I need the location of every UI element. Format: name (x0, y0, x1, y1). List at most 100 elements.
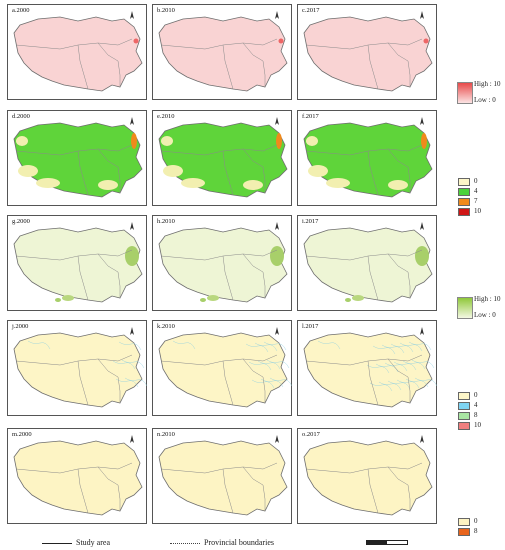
low-value-patch (388, 180, 408, 190)
study-area-region (13, 16, 143, 92)
north-arrow-icon (275, 117, 279, 125)
river-line (118, 341, 142, 351)
map-svg (158, 327, 293, 408)
river-line (369, 382, 393, 392)
scale-bar (366, 540, 408, 545)
map-svg (158, 11, 288, 92)
high-value-patch (200, 298, 206, 302)
legend-gradient-green (457, 297, 473, 319)
north-arrow-icon (420, 327, 424, 335)
provincial-boundary (15, 144, 133, 196)
low-value-patch (163, 165, 183, 177)
river-line (402, 360, 426, 370)
study-area-region (13, 440, 143, 516)
map-panel: i.2017 (297, 215, 437, 311)
study-area-region (303, 16, 433, 92)
map-panel: m.2000 (7, 428, 147, 524)
map-svg (158, 435, 288, 516)
high-value-patch (270, 246, 284, 266)
legend-class-label: 8 (474, 527, 478, 535)
river-line (399, 342, 423, 352)
map-svg (13, 435, 143, 516)
low-value-patch (36, 178, 60, 188)
legend-class-label: 8 (474, 411, 478, 419)
provincial-boundary (160, 249, 278, 301)
map-panel: c.2017 (297, 4, 437, 100)
river-line (260, 378, 284, 388)
river-line (251, 379, 275, 389)
low-value-patch (326, 178, 350, 188)
river-line (378, 381, 402, 391)
river-line (263, 341, 287, 351)
study-area-region (303, 122, 433, 198)
high-value-patch (62, 295, 74, 301)
north-arrow-icon (275, 435, 279, 443)
legend-swatch (458, 208, 470, 216)
study-area-label: Study area (76, 538, 110, 547)
river-line (390, 343, 414, 353)
panel-label: g.2000 (12, 218, 30, 225)
study-area-region (13, 227, 143, 303)
map-svg (303, 117, 433, 198)
north-arrow-icon (130, 327, 134, 335)
north-arrow-icon (130, 117, 134, 125)
legend-high-label: High : 10 (474, 80, 501, 88)
low-value-patch (308, 165, 328, 177)
legend-swatch (458, 528, 470, 536)
high-value-patch (345, 298, 351, 302)
legend-low-label: Low : 0 (474, 311, 496, 319)
panel-label: f.2017 (302, 113, 319, 120)
map-panel: l.2017 (297, 320, 438, 416)
hotspot-patch (276, 133, 282, 149)
panel-label: h.2010 (157, 218, 175, 225)
river-line (254, 342, 278, 352)
map-panel: b.2010 (152, 4, 292, 100)
legend-swatch (458, 198, 470, 206)
river-line (121, 359, 145, 369)
map-svg (303, 327, 438, 408)
low-value-patch (98, 180, 118, 190)
legend-class-label: 7 (474, 197, 478, 205)
provincial-boundary (305, 354, 423, 406)
legend-class-label: 10 (474, 207, 481, 215)
panel-label: n.2010 (157, 431, 175, 438)
north-arrow-icon (420, 11, 424, 19)
river-line (384, 362, 408, 372)
high-value-patch (55, 298, 61, 302)
legend-swatch (458, 518, 470, 526)
hotspot-patch (133, 38, 139, 44)
low-value-patch (306, 136, 318, 146)
legend-gradient-red (457, 82, 473, 104)
panel-label: j.2000 (12, 323, 29, 330)
provincial-boundary (160, 144, 278, 196)
provincial-boundary (305, 38, 423, 90)
map-svg (303, 435, 433, 516)
river-line (405, 378, 429, 388)
low-value-patch (161, 136, 173, 146)
north-arrow-icon (420, 117, 424, 125)
river-line (396, 379, 420, 389)
map-svg (13, 222, 143, 303)
north-arrow-icon (275, 11, 279, 19)
high-value-patch (352, 295, 364, 301)
study-area-line (42, 543, 72, 544)
hotspot-patch (131, 133, 137, 149)
river-line (411, 359, 435, 369)
provincial-boundary (15, 462, 133, 514)
hotspot-patch (423, 38, 429, 44)
legend-class-label: 10 (474, 421, 481, 429)
north-arrow-icon (275, 222, 279, 230)
map-panel: o.2017 (297, 428, 437, 524)
map-svg (158, 117, 288, 198)
map-panel: a.2000 (7, 4, 147, 100)
map-panel: n.2010 (152, 428, 292, 524)
map-svg (158, 222, 288, 303)
legend-swatch (458, 178, 470, 186)
north-arrow-icon (130, 11, 134, 19)
legend-class-label: 4 (474, 401, 478, 409)
legend-swatch (458, 392, 470, 400)
legend-class-label: 0 (474, 177, 478, 185)
legend-swatch (458, 402, 470, 410)
north-arrow-icon (275, 327, 279, 335)
panel-label: e.2010 (157, 113, 175, 120)
